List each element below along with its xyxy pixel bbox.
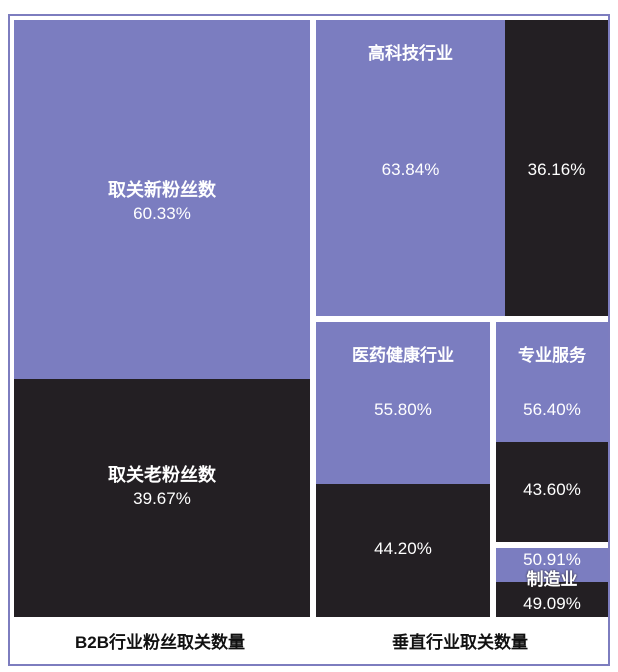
pharma-label: 医药健康行业 (352, 346, 454, 365)
b2b-new-followers-cell: 取关新粉丝数 60.33% (14, 20, 310, 379)
services-label: 专业服务 (518, 346, 586, 365)
chart-frame: 取关新粉丝数 60.33% 取关老粉丝数 39.67% 高科技行业 63.84%… (8, 14, 610, 666)
b2b-new-followers-value: 60.33% (133, 204, 191, 223)
manufacturing-label: 制造业 (526, 570, 578, 589)
manufacturing-new-cell: 50.91% (496, 548, 608, 582)
b2b-old-followers-value: 39.67% (133, 489, 191, 508)
b2b-old-followers-label: 取关老粉丝数 (108, 465, 216, 485)
hightech-new-value: 63.84% (381, 160, 440, 179)
b2b-chart-title: B2B行业粉丝取关数量 (74, 633, 245, 652)
b2b-new-followers-label: 取关新粉丝数 (108, 180, 216, 200)
b2b-old-followers-cell: 取关老粉丝数 39.67% (14, 379, 310, 617)
services-new-value: 56.40% (523, 400, 581, 419)
manufacturing-old-value: 49.09% (523, 594, 581, 613)
manufacturing-old-cell: 49.09% (496, 582, 608, 617)
vertical-chart-title: 垂直行业取关数量 (392, 633, 528, 652)
hightech-new-cell: 高科技行业 63.84% (316, 20, 505, 316)
pharma-new-cell: 医药健康行业 55.80% (316, 322, 490, 484)
pharma-new-value: 55.80% (374, 400, 432, 419)
services-old-cell: 43.60% (496, 442, 608, 542)
services-old-value: 43.60% (523, 480, 581, 499)
pharma-old-cell: 44.20% (316, 484, 490, 617)
manufacturing-new-value: 50.91% (523, 550, 581, 569)
pharma-old-value: 44.20% (374, 539, 432, 558)
hightech-label: 高科技行业 (368, 44, 453, 63)
services-new-cell: 专业服务 56.40% (496, 322, 608, 442)
hightech-old-cell: 36.16% (505, 20, 608, 316)
hightech-old-value: 36.16% (527, 160, 586, 179)
